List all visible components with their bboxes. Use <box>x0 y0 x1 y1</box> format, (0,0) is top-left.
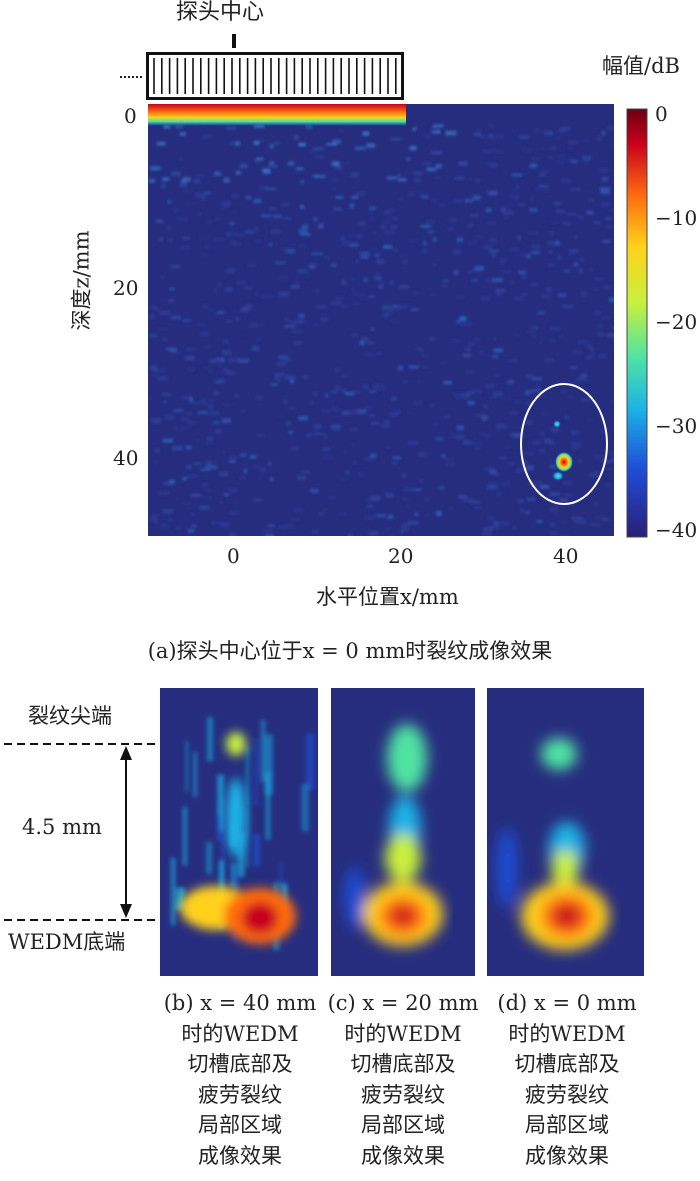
colorbar-tick-30: −30 <box>655 414 698 438</box>
caption-d: (d) x = 0 mm 时的WEDM 切槽底部及 疲劳裂纹 局部区域 成像效果 <box>497 991 637 1168</box>
colorbar-tick-20: −20 <box>655 310 698 334</box>
colorbar <box>626 108 648 538</box>
caption-a: (a)探头中心位于x = 0 mm时裂纹成像效果 <box>147 639 553 663</box>
colorbar-tick-40: −40 <box>655 518 698 542</box>
crack-tip-label: 裂纹尖端 <box>28 704 112 728</box>
surface-echo <box>148 104 406 126</box>
probe-center-tick <box>232 34 236 48</box>
colorbar-tick-10: −10 <box>655 206 698 230</box>
y-tick-40: 40 <box>113 446 139 470</box>
colorbar-tick-0: 0 <box>655 102 668 126</box>
crack-hotspot <box>555 452 573 472</box>
y-tick-20: 20 <box>113 276 139 300</box>
y-axis-label: 深度z/mm <box>69 230 94 331</box>
probe-array <box>146 52 404 100</box>
detail-image-b <box>160 688 318 976</box>
caption-c: (c) x = 20 mm 时的WEDM 切槽底部及 疲劳裂纹 局部区域 成像效… <box>327 991 479 1168</box>
probe-dotted-lead <box>120 76 142 78</box>
detail-image-d <box>487 688 644 976</box>
colorbar-title: 幅值/dB <box>602 54 680 78</box>
detail-image-c <box>331 688 475 976</box>
x-tick-20: 20 <box>388 544 414 568</box>
x-tick-0: 0 <box>227 544 240 568</box>
crack-highlight-circle <box>520 383 608 505</box>
caption-b: (b) x = 40 mm 时的WEDM 切槽底部及 疲劳裂纹 局部区域 成像效… <box>163 991 317 1168</box>
x-tick-40: 40 <box>553 544 579 568</box>
x-axis-label: 水平位置x/mm <box>316 585 459 609</box>
y-tick-0: 0 <box>124 104 137 128</box>
wedm-bottom-label: WEDM底端 <box>8 930 126 954</box>
distance-label: 4.5 mm <box>22 815 102 839</box>
probe-center-label: 探头中心 <box>176 0 265 25</box>
bscan-image <box>148 104 614 536</box>
